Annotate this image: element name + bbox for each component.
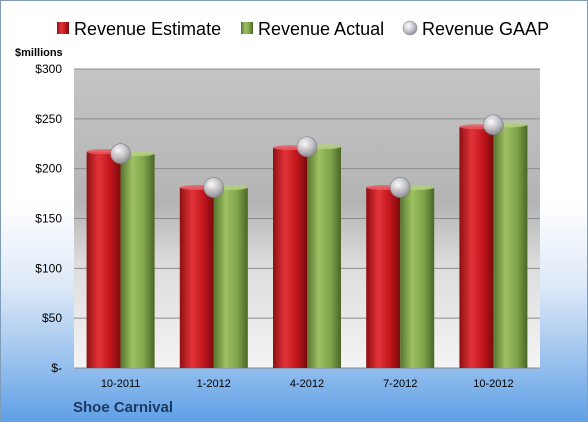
gaap-markers [110, 114, 504, 198]
bar-revenue-estimate [273, 147, 307, 368]
y-tick-label: $200 [35, 162, 62, 176]
x-category-label: 7-2012 [383, 378, 417, 390]
y-unit-label: $millions [15, 47, 63, 59]
legend-swatch-estimate [57, 22, 69, 34]
marker-revenue-gaap [110, 143, 131, 165]
bar-revenue-estimate [366, 187, 401, 368]
bar-revenue-actual [120, 153, 155, 368]
company-name: Shoe Carnival [73, 399, 173, 416]
legend-label-actual: Revenue Actual [258, 19, 384, 39]
marker-revenue-gaap [389, 177, 411, 198]
x-axis-labels: 10-2011 1-2012 4-2012 7-2012 10-2012 [101, 378, 514, 390]
x-category-label: 10-2012 [473, 378, 513, 390]
bar-revenue-estimate [459, 126, 494, 368]
x-category-label: 1-2012 [197, 378, 231, 390]
marker-revenue-gaap [203, 177, 225, 198]
marker-revenue-gaap [296, 136, 318, 158]
y-tick-label: $300 [35, 62, 62, 76]
bar-revenue-actual [493, 124, 528, 369]
legend-marker-gaap [402, 20, 418, 36]
bar-revenue-actual [400, 187, 435, 368]
y-tick-label: $250 [35, 112, 62, 126]
marker-revenue-gaap [483, 114, 504, 136]
bar-revenue-estimate [86, 151, 121, 368]
x-category-label: 10-2011 [101, 378, 141, 390]
bars [86, 122, 528, 369]
x-category-label: 4-2012 [290, 378, 324, 390]
legend: Revenue Estimate Revenue Actual Revenue … [57, 19, 549, 39]
bar-revenue-estimate [179, 187, 214, 368]
y-tick-label: $100 [35, 261, 62, 275]
legend-label-gaap: Revenue GAAP [422, 19, 549, 39]
y-tick-label: $150 [35, 212, 62, 226]
bar-revenue-actual [307, 146, 341, 368]
bar-revenue-actual [213, 187, 248, 368]
y-axis-ticks: $- $50 $100 $150 $200 $250 $300 [35, 62, 62, 375]
y-tick-label: $50 [42, 311, 62, 325]
y-tick-label: $- [51, 361, 62, 375]
legend-label-estimate: Revenue Estimate [74, 19, 221, 39]
legend-swatch-actual [241, 22, 253, 34]
